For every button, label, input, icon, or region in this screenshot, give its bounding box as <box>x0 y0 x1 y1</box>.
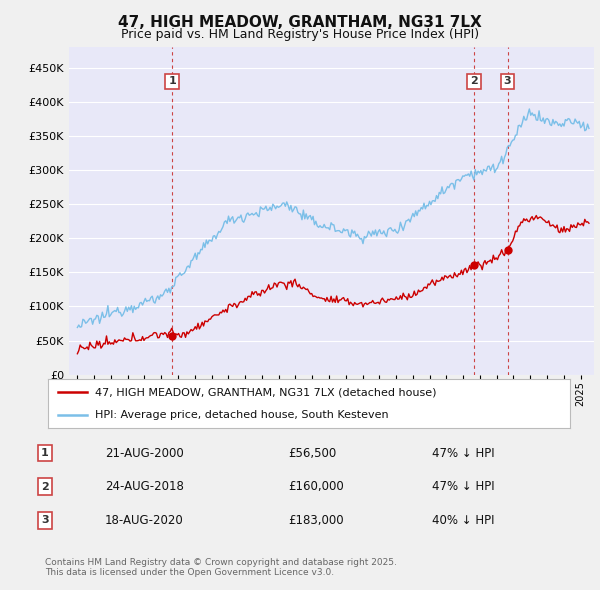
Text: 3: 3 <box>504 76 511 86</box>
Text: 24-AUG-2018: 24-AUG-2018 <box>105 480 184 493</box>
Text: 3: 3 <box>41 516 49 525</box>
Text: 47, HIGH MEADOW, GRANTHAM, NG31 7LX: 47, HIGH MEADOW, GRANTHAM, NG31 7LX <box>118 15 482 30</box>
Text: 1: 1 <box>41 448 49 458</box>
Text: 18-AUG-2020: 18-AUG-2020 <box>105 514 184 527</box>
Text: 40% ↓ HPI: 40% ↓ HPI <box>432 514 494 527</box>
Text: £183,000: £183,000 <box>288 514 344 527</box>
Text: Contains HM Land Registry data © Crown copyright and database right 2025.
This d: Contains HM Land Registry data © Crown c… <box>45 558 397 577</box>
Text: HPI: Average price, detached house, South Kesteven: HPI: Average price, detached house, Sout… <box>95 409 389 419</box>
Text: 47% ↓ HPI: 47% ↓ HPI <box>432 447 494 460</box>
Text: 2: 2 <box>41 482 49 491</box>
Text: 21-AUG-2000: 21-AUG-2000 <box>105 447 184 460</box>
Text: 2: 2 <box>470 76 478 86</box>
Text: 47, HIGH MEADOW, GRANTHAM, NG31 7LX (detached house): 47, HIGH MEADOW, GRANTHAM, NG31 7LX (det… <box>95 388 436 398</box>
Text: £56,500: £56,500 <box>288 447 336 460</box>
Text: £160,000: £160,000 <box>288 480 344 493</box>
Text: 47% ↓ HPI: 47% ↓ HPI <box>432 480 494 493</box>
Text: 1: 1 <box>168 76 176 86</box>
Text: Price paid vs. HM Land Registry's House Price Index (HPI): Price paid vs. HM Land Registry's House … <box>121 28 479 41</box>
